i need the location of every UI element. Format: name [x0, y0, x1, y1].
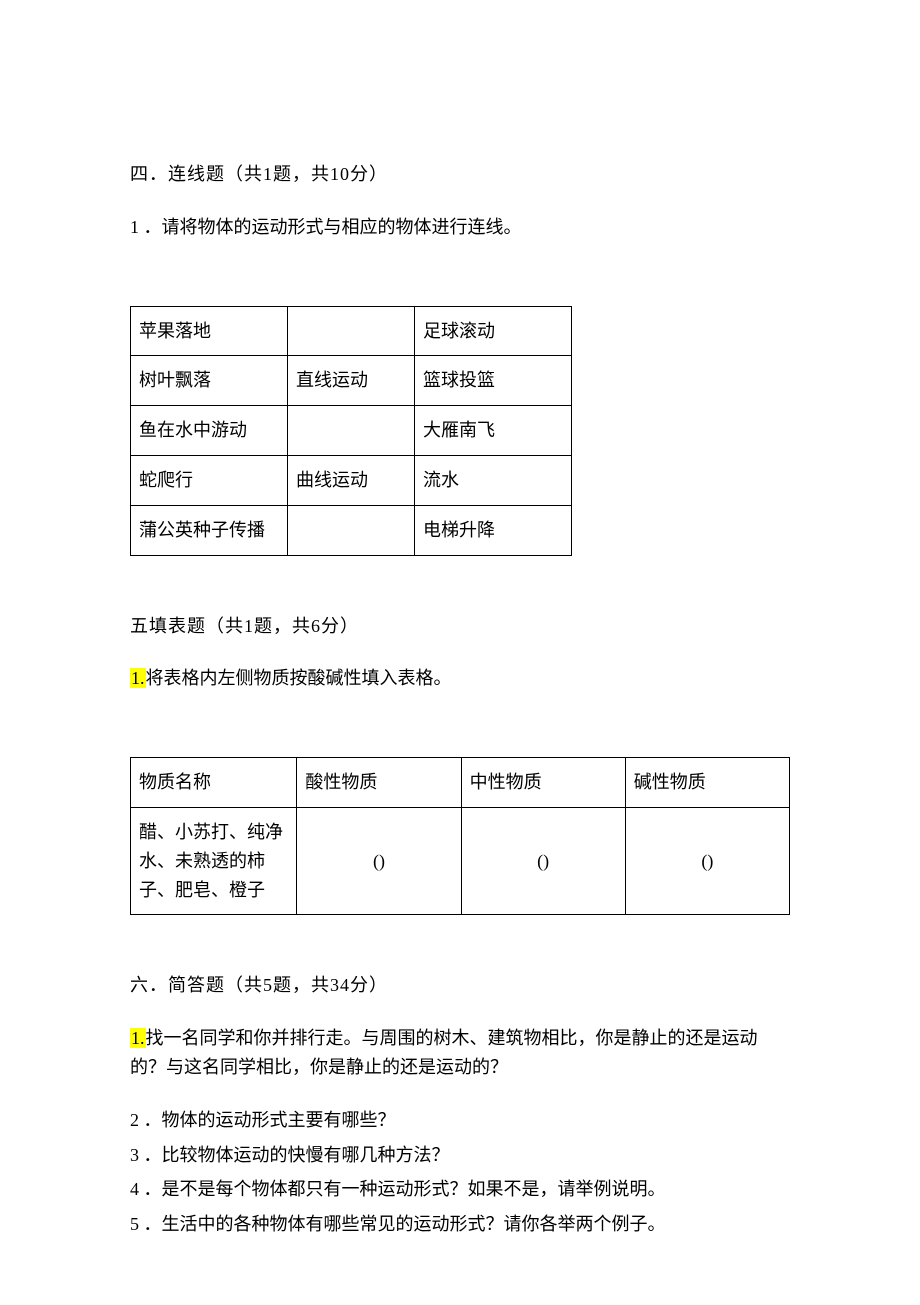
- col-header: 物质名称: [131, 758, 297, 808]
- cell: 树叶飘落: [131, 356, 288, 406]
- section4-q1: 1 ．请将物体的运动形式与相应的物体进行连线。: [130, 213, 790, 242]
- section5-heading: 五填表题（共1题，共6分）: [130, 612, 790, 641]
- cell: (): [461, 807, 625, 914]
- col-header: 酸性物质: [297, 758, 461, 808]
- cell: 蛇爬行: [131, 455, 288, 505]
- table-row: 树叶飘落 直线运动 篮球投篮: [131, 356, 572, 406]
- q-number-highlight: 1.: [130, 1028, 146, 1048]
- table-row: 苹果落地 足球滚动: [131, 306, 572, 356]
- table-row: 蛇爬行 曲线运动 流水: [131, 455, 572, 505]
- section6-q1: 1.找一名同学和你并排行走。与周围的树木、建筑物相比，你是静止的还是运动的？与这…: [130, 1024, 790, 1082]
- cell: 苹果落地: [131, 306, 288, 356]
- cell: 直线运动: [288, 356, 415, 406]
- cell: 足球滚动: [415, 306, 572, 356]
- cell: (): [297, 807, 461, 914]
- col-header: 碱性物质: [625, 758, 789, 808]
- cell: 流水: [415, 455, 572, 505]
- section4-table: 苹果落地 足球滚动 树叶飘落 直线运动 篮球投篮 鱼在水中游动 大雁南飞 蛇爬行…: [130, 306, 572, 556]
- table-row: 鱼在水中游动 大雁南飞: [131, 406, 572, 456]
- section4-heading: 四．连线题（共1题，共10分）: [130, 160, 790, 189]
- cell: (): [625, 807, 789, 914]
- cell: 电梯升降: [415, 505, 572, 555]
- section5-table: 物质名称 酸性物质 中性物质 碱性物质 醋、小苏打、纯净水、未熟透的柿子、肥皂、…: [130, 757, 790, 915]
- q-text: 找一名同学和你并排行走。与周围的树木、建筑物相比，你是静止的还是运动的？与这名同…: [130, 1028, 758, 1077]
- col-header: 中性物质: [461, 758, 625, 808]
- section6-q5: 5 ．生活中的各种物体有哪些常见的运动形式？请你各举两个例子。: [130, 1210, 790, 1239]
- cell: [288, 505, 415, 555]
- cell: 曲线运动: [288, 455, 415, 505]
- cell: 大雁南飞: [415, 406, 572, 456]
- section6-heading: 六．简答题（共5题，共34分）: [130, 971, 790, 1000]
- table-header-row: 物质名称 酸性物质 中性物质 碱性物质: [131, 758, 790, 808]
- table-row: 醋、小苏打、纯净水、未熟透的柿子、肥皂、橙子 () () (): [131, 807, 790, 914]
- cell: 篮球投篮: [415, 356, 572, 406]
- cell: [288, 406, 415, 456]
- section6-q2: 2 ．物体的运动形式主要有哪些？: [130, 1106, 790, 1135]
- page: 四．连线题（共1题，共10分） 1 ．请将物体的运动形式与相应的物体进行连线。 …: [0, 0, 920, 1305]
- section5-q1: 1.将表格内左侧物质按酸碱性填入表格。: [130, 664, 790, 693]
- cell: 蒲公英种子传播: [131, 505, 288, 555]
- q-text: 将表格内左侧物质按酸碱性填入表格。: [146, 668, 452, 688]
- cell: 醋、小苏打、纯净水、未熟透的柿子、肥皂、橙子: [131, 807, 297, 914]
- section6-q4: 4 ．是不是每个物体都只有一种运动形式？如果不是，请举例说明。: [130, 1175, 790, 1204]
- cell: 鱼在水中游动: [131, 406, 288, 456]
- table-row: 蒲公英种子传播 电梯升降: [131, 505, 572, 555]
- cell: [288, 306, 415, 356]
- section6-q3: 3 ．比较物体运动的快慢有哪几种方法？: [130, 1141, 790, 1170]
- q-number-highlight: 1.: [130, 668, 146, 688]
